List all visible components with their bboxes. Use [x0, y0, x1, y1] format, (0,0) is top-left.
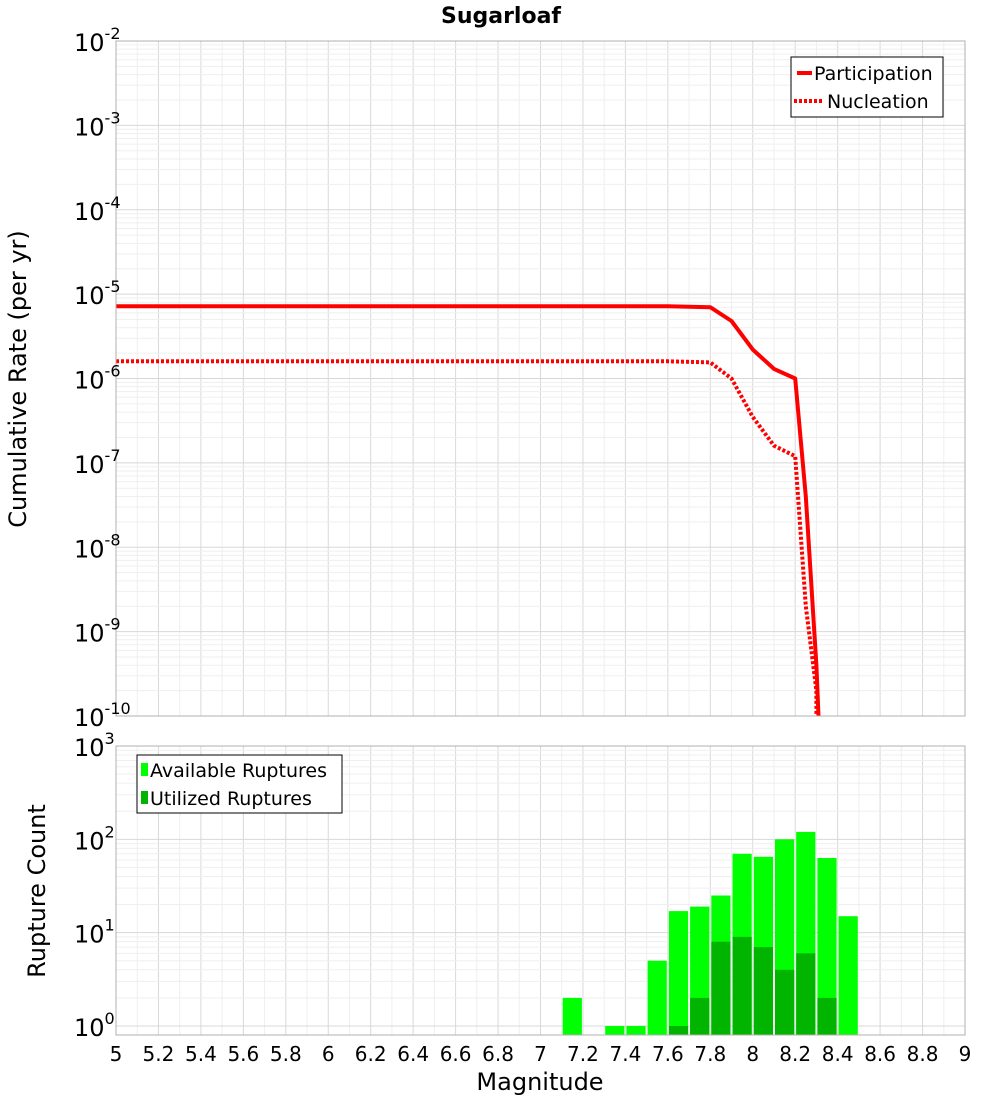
rate-y-ticks: 10-2 10-3 10-4 10-5 10-6 10-7 10-8 10-9 10-10 — [74, 24, 131, 732]
rate-y-tick-label: 10-9 — [74, 615, 121, 648]
x-tick-label: 8.2 — [779, 1042, 811, 1066]
bar-available — [838, 916, 858, 1035]
x-tick-label: 8 — [746, 1042, 759, 1066]
bar-utilized — [668, 1026, 689, 1035]
x-tick-label: 5 — [110, 1042, 123, 1066]
legend-label-nucleation: Nucleation — [827, 91, 929, 113]
bar-utilized — [817, 997, 837, 1035]
count-panel: 103 102 101 100 5 5.2 5.4 5.6 5.8 6 6.2 6.4 6.6 6.8 7… — [23, 729, 971, 1096]
rate-y-tick-label: 10-5 — [74, 277, 121, 310]
legend-swatch-utilized — [141, 791, 148, 804]
magnitude-x-ticks: 5 5.2 5.4 5.6 5.8 6 6.2 6.4 6.6 6.8 7 7.2 7.4 7.6 7.8 8… — [110, 1042, 972, 1066]
x-tick-label: 9 — [959, 1042, 972, 1066]
rate-legend: Participation Nucleation — [790, 56, 944, 118]
legend-swatch-available — [141, 763, 148, 776]
rate-y-tick-label: 10-3 — [74, 108, 121, 141]
x-tick-label: 7.6 — [652, 1042, 684, 1066]
bar-available — [817, 858, 837, 1035]
rate-y-tick-label: 10-7 — [74, 446, 121, 479]
rate-y-tick-label: 10-8 — [74, 530, 121, 563]
x-tick-label: 7.8 — [694, 1042, 726, 1066]
bar-utilized — [690, 997, 710, 1035]
x-tick-label: 6.2 — [355, 1042, 387, 1066]
count-y-tick-label: 100 — [74, 1009, 115, 1042]
x-tick-label: 7.4 — [609, 1042, 641, 1066]
rate-y-tick-label: 10-6 — [74, 362, 121, 395]
bar-utilized — [732, 936, 752, 1035]
count-legend: Available Ruptures Utilized Ruptures — [136, 754, 343, 814]
x-tick-label: 8.8 — [907, 1042, 939, 1066]
bar-utilized — [775, 969, 795, 1035]
bar-available — [668, 911, 689, 1035]
x-tick-label: 8.4 — [822, 1042, 854, 1066]
rate-y-tick-label: 10-10 — [74, 699, 131, 732]
x-tick-label: 7 — [534, 1042, 547, 1066]
legend-label-available: Available Ruptures — [150, 760, 327, 782]
x-tick-label: 5.6 — [227, 1042, 259, 1066]
bar-utilized — [796, 953, 816, 1035]
x-tick-label: 5.4 — [185, 1042, 217, 1066]
count-y-tick-label: 102 — [74, 822, 115, 855]
rate-y-axis-label: Cumulative Rate (per yr) — [4, 230, 32, 528]
x-tick-label: 7.2 — [567, 1042, 599, 1066]
rate-grid — [116, 41, 966, 716]
legend-label-utilized: Utilized Ruptures — [150, 788, 312, 810]
rate-series — [116, 304, 821, 717]
chart-title: Sugarloaf — [441, 4, 561, 29]
count-bars — [562, 831, 858, 1035]
x-tick-label: 8.6 — [864, 1042, 896, 1066]
bar-available — [605, 1026, 625, 1035]
x-tick-label: 6.8 — [482, 1042, 514, 1066]
count-y-axis-label: Rupture Count — [23, 804, 51, 978]
x-tick-label: 6.4 — [397, 1042, 429, 1066]
rate-y-tick-label: 10-4 — [74, 193, 121, 226]
bar-utilized — [753, 947, 773, 1035]
bar-available — [647, 960, 667, 1035]
bar-available — [562, 997, 582, 1035]
bar-available — [626, 1026, 646, 1035]
x-tick-label: 6.6 — [440, 1042, 472, 1066]
legend-label-participation: Participation — [814, 63, 933, 85]
rate-y-tick-label: 10-2 — [74, 24, 121, 57]
rate-panel: 10-2 10-3 10-4 10-5 10-6 10-7 10-8 10-9 10-10 Cu… — [4, 24, 966, 732]
bar-utilized — [711, 941, 731, 1035]
series-line-nucleation — [116, 359, 819, 716]
x-tick-label: 5.2 — [143, 1042, 175, 1066]
count-y-ticks: 103 102 101 100 — [74, 729, 115, 1042]
count-y-tick-label: 103 — [74, 729, 115, 762]
count-y-tick-label: 101 — [74, 916, 115, 949]
series-line-participation — [116, 304, 821, 717]
x-tick-label: 5.8 — [270, 1042, 302, 1066]
x-axis-label: Magnitude — [476, 1068, 603, 1096]
x-tick-label: 6 — [322, 1042, 335, 1066]
